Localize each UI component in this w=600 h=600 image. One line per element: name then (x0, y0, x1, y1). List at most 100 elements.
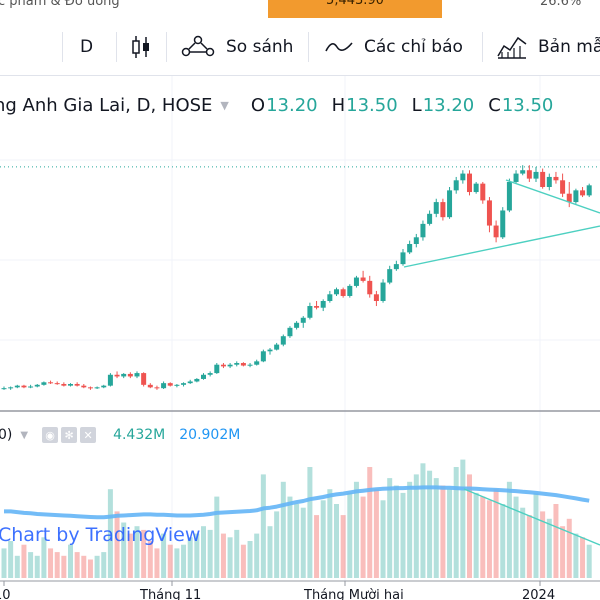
candle (327, 290, 333, 303)
candle (307, 302, 313, 320)
candle-body (453, 180, 459, 191)
volume-bar (107, 489, 113, 578)
candle-type-button[interactable] (130, 18, 162, 76)
candle-body (254, 361, 260, 365)
volume-bar (367, 467, 373, 578)
candle (87, 386, 93, 390)
close-icon[interactable]: ✕ (80, 427, 97, 443)
candle (161, 381, 167, 390)
candle-body (493, 225, 499, 238)
volume-bar (353, 481, 359, 578)
candle-body (540, 171, 546, 187)
candle (181, 382, 187, 387)
index-value-badge: 5,443.90 (268, 0, 442, 18)
volume-trendline (463, 488, 600, 546)
low-key: L (411, 94, 422, 116)
settings-icon[interactable]: ✻ (61, 427, 78, 443)
candle-body (8, 387, 14, 389)
volume-bar (500, 504, 506, 578)
volume-bar (447, 489, 453, 578)
volume-bar (533, 492, 539, 578)
volume-bar (427, 470, 433, 578)
volume-bar (506, 481, 512, 578)
candle (586, 183, 592, 198)
candle-body (68, 383, 73, 386)
interval-button[interactable]: D (80, 18, 93, 76)
symbol-name[interactable]: ng Anh Gia Lai, D, HOSE (0, 94, 213, 116)
candle (274, 342, 280, 351)
candle-body (21, 385, 27, 388)
candle (420, 220, 426, 241)
volume-bar (393, 485, 399, 578)
volume-bar (167, 544, 173, 578)
candle (28, 384, 34, 389)
volume-bar (214, 496, 220, 578)
candle-body (107, 374, 113, 386)
volume-bar (134, 526, 140, 578)
candle-body (127, 373, 133, 377)
candle (387, 265, 393, 285)
volume-legend: 0) ▼ ◉ ✻ ✕ 4.432M 20.902M (0, 424, 240, 446)
candle (234, 361, 240, 367)
candle-body (141, 373, 147, 385)
toolbar-divider (482, 32, 483, 62)
volume-bar (141, 529, 147, 578)
candle (207, 371, 213, 377)
indicators-button[interactable]: Các chỉ báo (324, 18, 463, 76)
candle (294, 321, 300, 330)
candle (413, 233, 419, 248)
candle-body (41, 382, 47, 385)
eye-icon[interactable]: ◉ (42, 427, 59, 443)
open-value: 13.20 (266, 94, 318, 116)
candle-body (121, 373, 127, 377)
tradingview-watermark[interactable]: Chart by TradingView (0, 524, 201, 546)
candle (147, 383, 153, 389)
templates-label: Bản mẫ (538, 37, 600, 57)
candle-body (447, 190, 453, 218)
volume-bar (453, 467, 459, 578)
templates-button[interactable]: Bản mẫ (496, 18, 600, 76)
candle-body (566, 193, 572, 203)
volume-bar (201, 526, 206, 578)
support-trendline (403, 225, 600, 268)
candle-body (473, 183, 479, 193)
volume-bar (14, 555, 20, 578)
compare-button[interactable]: So sánh (180, 18, 293, 76)
candle (453, 176, 459, 194)
candle-body (320, 301, 326, 308)
candle (407, 240, 413, 255)
volume-bar (294, 504, 300, 578)
candle-body (480, 183, 486, 201)
candle-body (314, 306, 320, 308)
candle (334, 287, 339, 296)
candle-body (427, 213, 433, 224)
candle-body (347, 285, 353, 296)
candle-body (207, 373, 213, 375)
volume-bar (227, 537, 233, 578)
candle (367, 275, 373, 298)
volume-bar (68, 544, 73, 578)
candle-body (201, 374, 206, 379)
volume-bar (260, 474, 266, 578)
interval-label: D (80, 37, 94, 57)
candle (194, 378, 200, 383)
candle (500, 207, 506, 239)
candle-body (400, 252, 406, 265)
chevron-down-icon[interactable]: ▼ (220, 98, 229, 112)
candle (1, 386, 7, 390)
volume-bar (194, 533, 200, 578)
volume-bar (21, 544, 27, 578)
volume-bar (41, 537, 47, 578)
candle (167, 382, 173, 387)
candle-body (553, 176, 559, 181)
x-axis-label: Tháng Mười hai (304, 588, 404, 600)
volume-bar (267, 526, 273, 578)
candle-body (520, 170, 526, 174)
candle-body (194, 378, 200, 382)
chevron-down-icon[interactable]: ▼ (20, 429, 29, 441)
candle-body (573, 190, 579, 203)
candle-body (340, 289, 346, 296)
volume-bar (433, 478, 439, 578)
candle (540, 168, 546, 189)
